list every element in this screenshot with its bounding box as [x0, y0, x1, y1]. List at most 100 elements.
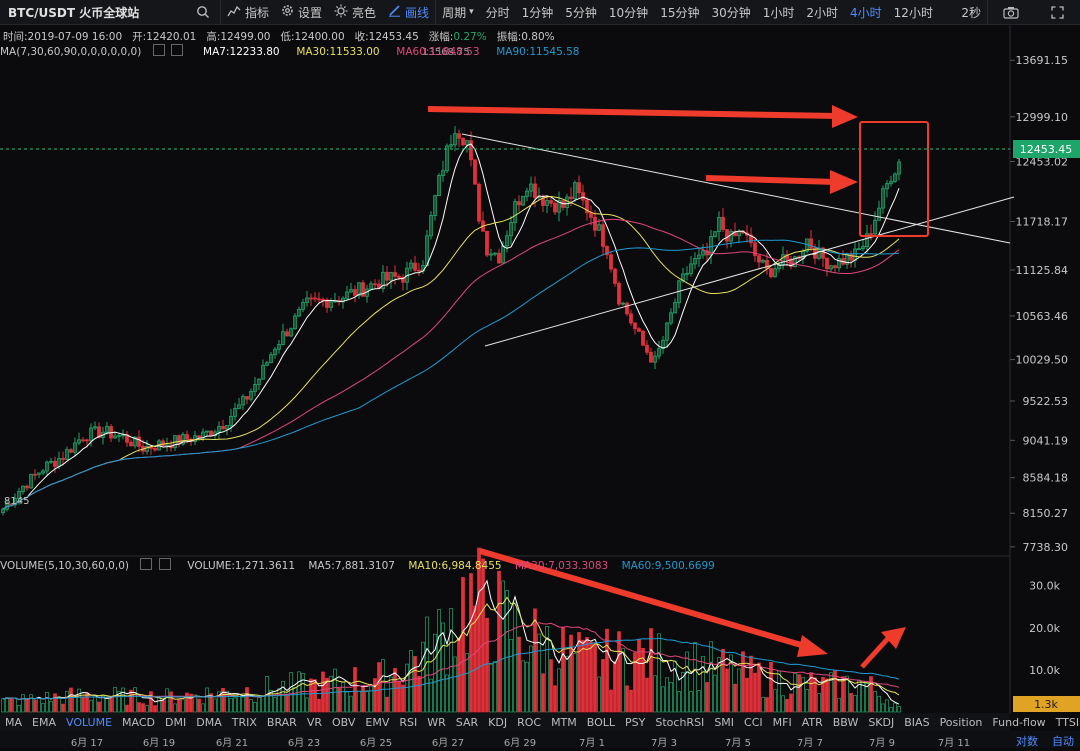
candle — [533, 183, 537, 199]
candle — [441, 170, 445, 176]
indicator-tab-roc[interactable]: ROC — [517, 715, 542, 729]
candle — [733, 230, 737, 237]
indicator-tab-position[interactable]: Position — [939, 715, 983, 729]
candle — [709, 236, 713, 256]
period-2h[interactable]: 2小时 — [806, 5, 839, 20]
indicator-button[interactable]: 指标 — [221, 0, 275, 24]
chart-area[interactable]: 13691.15 12999.10 12453.02 11718.17 11125.84… — [0, 25, 1080, 748]
indicator-tab-bbw[interactable]: BBW — [832, 715, 859, 729]
period-1h[interactable]: 1小时 — [762, 5, 795, 20]
volume-bar — [289, 672, 293, 713]
ma-settings-icon[interactable] — [152, 44, 165, 56]
settings-button[interactable]: 设置 — [275, 0, 328, 24]
volume-bar — [145, 705, 149, 713]
ma-params: MA(7,30,60,90,0,0,0,0,0,0) — [0, 46, 142, 58]
indicator-tab-psy[interactable]: PSY — [625, 715, 646, 729]
indicator-tab-kdj[interactable]: KDJ — [488, 715, 508, 729]
candle — [245, 396, 249, 400]
indicator-tab-vr[interactable]: VR — [306, 715, 322, 729]
indicator-tab-stochrsi[interactable]: StochRSI — [655, 715, 705, 729]
volume-bar — [33, 699, 37, 713]
indicator-tab-skdj[interactable]: SKDJ — [868, 715, 895, 729]
date-label: 6月 19 — [142, 738, 176, 749]
candle — [25, 485, 29, 489]
indicator-tab-rsi[interactable]: RSI — [399, 715, 418, 729]
volume-bar — [269, 689, 273, 713]
volume-bar — [261, 695, 265, 713]
indicator-tab-brar[interactable]: BRAR — [266, 715, 297, 729]
candlestick-chart[interactable]: 13691.15 12999.10 12453.02 11718.17 11125.84… — [0, 25, 1080, 748]
volume-bar — [381, 659, 385, 713]
volume-bar — [581, 639, 585, 713]
indicator-tab-mtm[interactable]: MTM — [551, 715, 577, 729]
volume-close-icon[interactable] — [158, 558, 171, 570]
candle — [229, 415, 233, 426]
indicator-tab-fund-flow[interactable]: Fund-flow — [992, 715, 1046, 729]
period-4h[interactable]: 4小时 — [850, 5, 882, 20]
price-tick-label: 11125.84 — [1016, 264, 1069, 277]
indicator-tab-bias[interactable]: BIAS — [904, 715, 930, 729]
indicator-tab-sar[interactable]: SAR — [455, 715, 479, 729]
volume-bar — [697, 690, 701, 713]
volume-settings-icon[interactable] — [140, 558, 153, 570]
indicator-tab-dma[interactable]: DMA — [196, 715, 222, 729]
info-amplitude: 振幅:0.80% — [496, 31, 555, 43]
indicator-tab-macd[interactable]: MACD — [122, 715, 156, 729]
indicator-tab-mfi[interactable]: MFI — [772, 715, 792, 729]
toolbar-divider — [435, 0, 437, 24]
period-timeline[interactable]: 分时 — [485, 5, 510, 20]
candle — [381, 271, 385, 289]
period-1min[interactable]: 1分钟 — [521, 5, 554, 20]
volume-value: VOLUME:1,271.3611 — [187, 560, 295, 572]
indicator-tab-dmi[interactable]: DMI — [165, 715, 187, 729]
volume-tick-label: 30.0k — [1029, 580, 1060, 593]
candle — [21, 485, 25, 492]
indicator-tab-obv[interactable]: OBV — [332, 715, 356, 729]
period-15min[interactable]: 15分钟 — [660, 5, 700, 20]
volume-bar — [117, 691, 121, 713]
indicator-tab-volume[interactable]: VOLUME — [65, 715, 113, 729]
refresh-interval-label[interactable]: 2秒 — [961, 5, 981, 20]
indicator-tab-smi[interactable]: SMI — [714, 715, 735, 729]
fullscreen-icon[interactable] — [1034, 0, 1080, 24]
candle — [393, 272, 397, 277]
volume-bar — [853, 695, 857, 713]
volume-bar — [801, 676, 805, 713]
volume-bar — [793, 672, 797, 713]
indicator-tab-ttsi[interactable]: TTSI — [1055, 715, 1080, 729]
period-12h[interactable]: 12小时 — [893, 5, 933, 20]
indicator-tab-cci[interactable]: CCI — [744, 715, 763, 729]
draw-line-button[interactable]: 画线 — [382, 0, 435, 24]
period-dropdown[interactable]: 周期 ▾ — [436, 0, 480, 24]
ma-close-icon[interactable] — [171, 44, 184, 56]
date-label: 6月 25 — [359, 738, 393, 749]
period-5min[interactable]: 5分钟 — [565, 5, 597, 20]
volume-bar — [769, 662, 773, 713]
indicator-tab-emv[interactable]: EMV — [365, 715, 390, 729]
volume-bar — [285, 693, 289, 713]
indicator-tab-ema[interactable]: EMA — [32, 715, 56, 729]
indicator-tab-boll[interactable]: BOLL — [586, 715, 616, 729]
candle — [557, 200, 561, 213]
indicator-tab-ma[interactable]: MA — [5, 715, 23, 729]
indicator-tab-atr[interactable]: ATR — [801, 715, 823, 729]
volume-bar — [477, 547, 481, 713]
candle — [773, 268, 777, 278]
volume-bar — [689, 691, 693, 713]
volume-bar — [589, 641, 593, 713]
auto-scale-button[interactable]: 自动 — [1052, 735, 1074, 748]
camera-icon[interactable] — [988, 0, 1034, 24]
ma30-line — [2, 195, 900, 510]
search-icon[interactable] — [186, 0, 220, 24]
log-scale-button[interactable]: 对数 — [1016, 735, 1038, 748]
period-10min[interactable]: 10分钟 — [608, 5, 649, 20]
light-theme-button[interactable]: 亮色 — [328, 0, 382, 24]
info-close: 收:12453.45 — [354, 31, 419, 43]
volume-bar — [37, 697, 41, 713]
indicator-tab-trix[interactable]: TRIX — [231, 715, 257, 729]
indicator-tab-wr[interactable]: WR — [427, 715, 446, 729]
period-30min[interactable]: 30分钟 — [711, 5, 751, 20]
ma90-line — [2, 239, 900, 510]
volume-bar — [741, 651, 745, 713]
volume-bar — [105, 697, 109, 713]
